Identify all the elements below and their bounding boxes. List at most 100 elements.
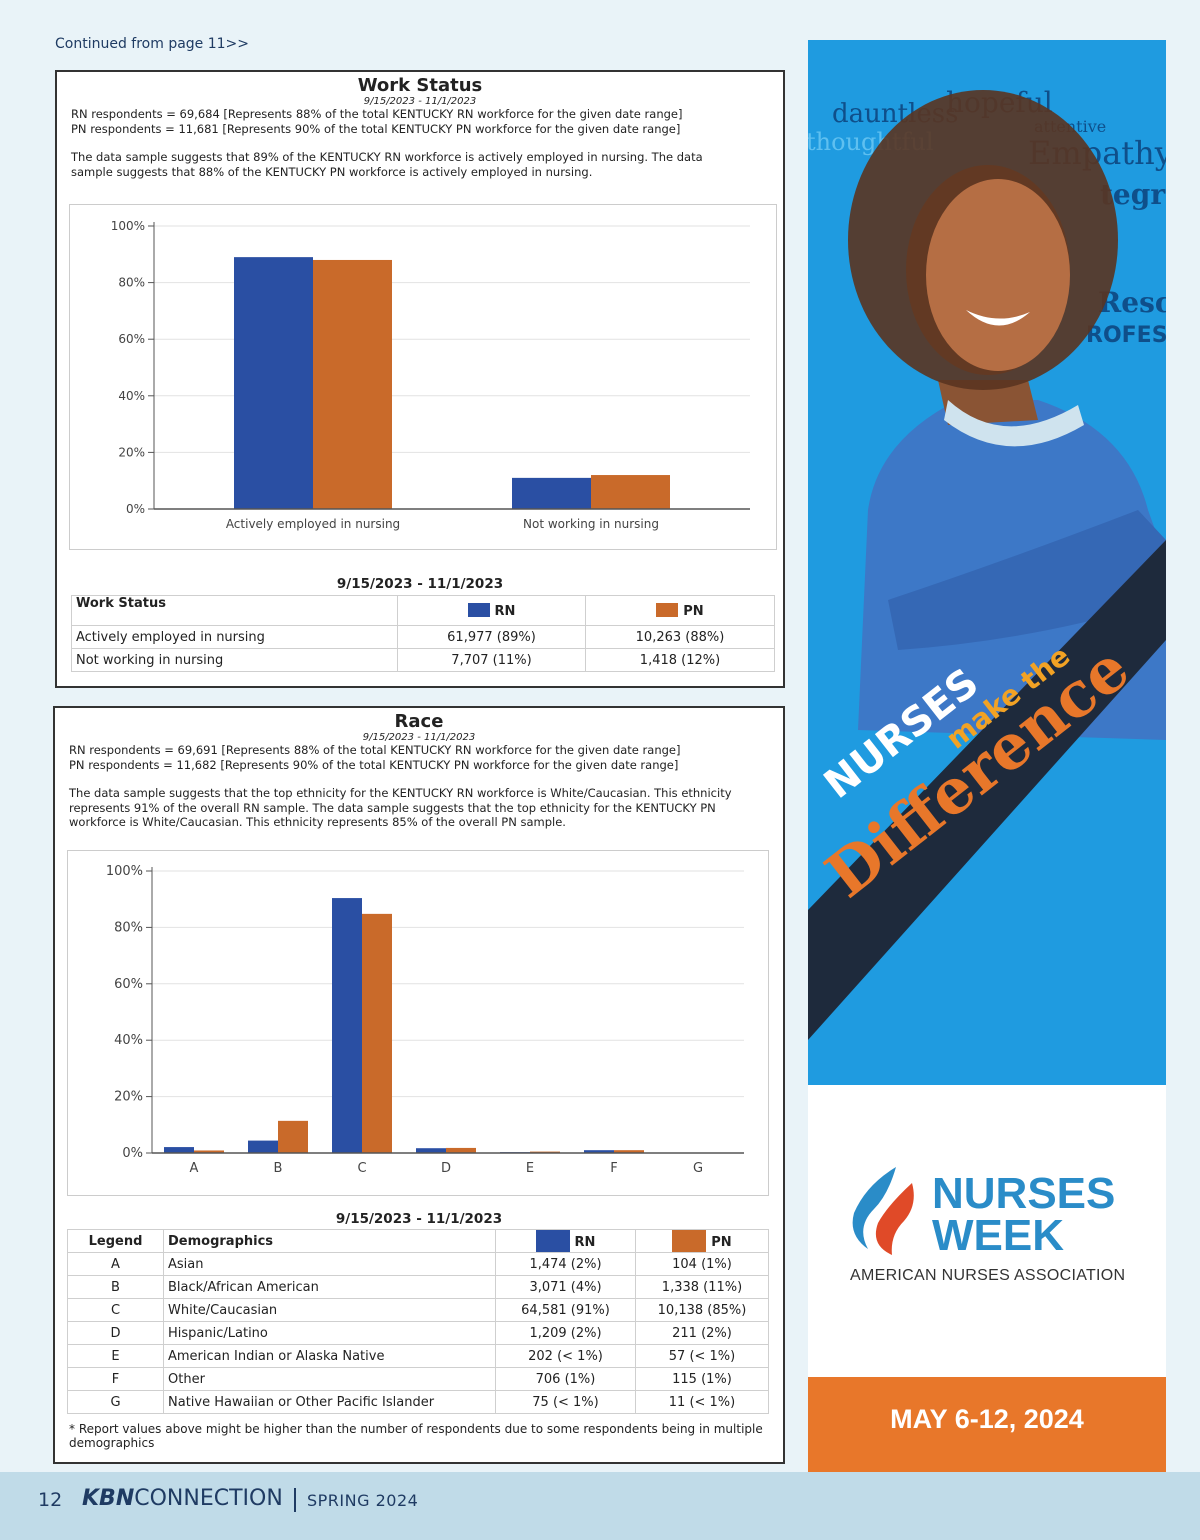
x-tick-label: Actively employed in nursing <box>226 517 400 531</box>
continued-note: Continued from page 11>> <box>55 36 250 52</box>
rn-value: 202 (< 1%) <box>495 1344 636 1368</box>
bar-pn-1 <box>591 475 670 509</box>
page-number: 12 <box>38 1489 63 1511</box>
y-tick-label: 40% <box>118 389 145 403</box>
demographic-label: Asian <box>163 1252 496 1276</box>
legend-letter: A <box>67 1252 164 1276</box>
banner-ribbon <box>808 540 1166 1040</box>
logo-nurses: NURSES <box>932 1169 1116 1218</box>
summary-line-2: represents 91% of the overall RN sample.… <box>69 800 716 815</box>
nurses-week-ad: dauntless hopeful attentive Empathy thou… <box>808 40 1166 1472</box>
rn-legend-swatch <box>467 602 490 617</box>
col-pn: PN <box>635 1229 769 1253</box>
bar-pn-3 <box>446 1147 476 1153</box>
x-tick-label: Not working in nursing <box>523 517 659 531</box>
pn-value: 211 (2%) <box>635 1321 769 1345</box>
row-label: Not working in nursing <box>71 648 398 672</box>
race-table: Legend Demographics RN PN A Asian 1,474 (2… <box>67 1229 769 1414</box>
work-status-chart-svg: 0% 20% 40% 60% 80% 100% Actively employed in n… <box>111 219 750 531</box>
work-status-chart: 0% 20% 40% 60% 80% 100% Actively employed in n… <box>69 204 777 550</box>
table-row: F Other 706 (1%) 115 (1%) <box>67 1367 769 1391</box>
rn-value: 3,071 (4%) <box>495 1275 636 1299</box>
pn-value: 1,418 (12%) <box>585 648 775 672</box>
bar-pn-5 <box>614 1150 644 1153</box>
summary-line-1: The data sample suggests that the top et… <box>69 786 732 800</box>
y-tick-label: 100% <box>111 219 145 233</box>
summary-line-2: sample suggests that 88% of the KENTUCKY… <box>71 164 593 179</box>
x-tick-label: F <box>610 1161 617 1176</box>
pn-value: 104 (1%) <box>635 1252 769 1276</box>
table-row: Not working in nursing 7,707 (11%) 1,418… <box>71 648 775 672</box>
col-legend: Legend <box>67 1229 164 1253</box>
pn-respondents-line: PN respondents = 11,681 [Represents 90% … <box>71 121 681 136</box>
x-tick-label: E <box>526 1161 534 1176</box>
pn-respondents-line: PN respondents = 11,682 [Represents 90% … <box>69 757 679 772</box>
x-tick-label: A <box>190 1161 199 1176</box>
demographic-label: Hispanic/Latino <box>163 1321 496 1345</box>
bar-rn-5 <box>584 1150 614 1153</box>
demographic-label: White/Caucasian <box>163 1298 496 1322</box>
ana-text: AMERICAN NURSES ASSOCIATION <box>850 1267 1126 1284</box>
table-header-row: Legend Demographics RN PN <box>67 1229 769 1253</box>
rn-value: 75 (< 1%) <box>495 1390 636 1414</box>
nurses-week-flame-icon <box>852 1167 914 1255</box>
table-header-row: Work Status RN PN <box>71 595 775 626</box>
bar-rn-2 <box>332 898 362 1153</box>
race-date: 9/15/2023 - 11/1/2023 <box>362 732 476 743</box>
work-status-date: 9/15/2023 - 11/1/2023 <box>363 96 477 107</box>
table-row: Actively employed in nursing 61,977 (89%… <box>71 625 775 649</box>
issue-season: SPRING 2024 <box>307 1491 419 1510</box>
table-row: C White/Caucasian 64,581 (91%) 10,138 (85%) <box>67 1298 769 1322</box>
x-tick-label: C <box>357 1161 366 1176</box>
summary-line-3: workforce is White/Caucasian. This ethni… <box>69 815 566 829</box>
x-tick-label: D <box>441 1161 451 1176</box>
rn-value: 706 (1%) <box>495 1367 636 1391</box>
col-work-status: Work Status <box>71 595 398 626</box>
col-rn: RN <box>495 1229 636 1253</box>
race-footnote: * Report values above might be higher th… <box>69 1422 763 1450</box>
dates-band: MAY 6-12, 2024 <box>808 1377 1166 1472</box>
bar-rn-0 <box>234 257 313 509</box>
pn-value: 11 (< 1%) <box>635 1390 769 1414</box>
x-tick-label: B <box>274 1161 283 1176</box>
logo-week: WEEK <box>932 1211 1064 1260</box>
demographic-label: Native Hawaiian or Other Pacific Islande… <box>163 1390 496 1414</box>
pn-value: 1,338 (11%) <box>635 1275 769 1299</box>
work-status-panel: Work Status 9/15/2023 - 11/1/2023 RN res… <box>55 70 785 688</box>
rn-legend-swatch <box>535 1230 570 1252</box>
y-tick-label: 0% <box>126 502 145 516</box>
work-status-title: Work Status <box>357 75 483 96</box>
table-row: D Hispanic/Latino 1,209 (2%) 211 (2%) <box>67 1321 769 1345</box>
y-tick-label: 0% <box>122 1146 143 1161</box>
rn-respondents-line: RN respondents = 69,684 [Represents 88% … <box>71 107 683 121</box>
legend-letter: B <box>67 1275 164 1299</box>
bar-rn-1 <box>248 1140 278 1153</box>
bar-pn-1 <box>278 1120 308 1153</box>
page-footer: 12 KBNCONNECTION SPRING 2024 <box>0 1472 1200 1540</box>
publication-name: KBNCONNECTION <box>82 1486 283 1511</box>
pn-value: 57 (< 1%) <box>635 1344 769 1368</box>
table-row: G Native Hawaiian or Other Pacific Island… <box>67 1390 769 1414</box>
legend-letter: C <box>67 1298 164 1322</box>
col-demographics: Demographics <box>163 1229 496 1253</box>
pn-legend-swatch <box>672 1230 707 1252</box>
col-rn: RN <box>397 595 586 626</box>
y-tick-label: 60% <box>118 332 145 346</box>
rn-value: 1,474 (2%) <box>495 1252 636 1276</box>
bar-pn-0 <box>194 1150 224 1153</box>
legend-letter: G <box>67 1390 164 1414</box>
word-rofessi: ROFESSI <box>1086 323 1166 348</box>
race-table-date: 9/15/2023 - 11/1/2023 <box>335 1211 503 1227</box>
rn-value: 64,581 (91%) <box>495 1298 636 1322</box>
table-row: B Black/African American 3,071 (4%) 1,338 (… <box>67 1275 769 1299</box>
work-status-table: Work Status RN PN Actively employed in n… <box>71 595 775 672</box>
bar-pn-2 <box>362 913 392 1153</box>
y-tick-label: 80% <box>118 276 145 290</box>
footer-divider <box>294 1488 296 1512</box>
race-title: Race <box>394 711 444 732</box>
pn-legend-swatch <box>656 602 679 617</box>
x-tick-label: G <box>693 1161 703 1176</box>
bar-pn-0 <box>313 259 392 509</box>
y-tick-label: 20% <box>114 1090 143 1105</box>
y-tick-label: 40% <box>114 1033 143 1048</box>
